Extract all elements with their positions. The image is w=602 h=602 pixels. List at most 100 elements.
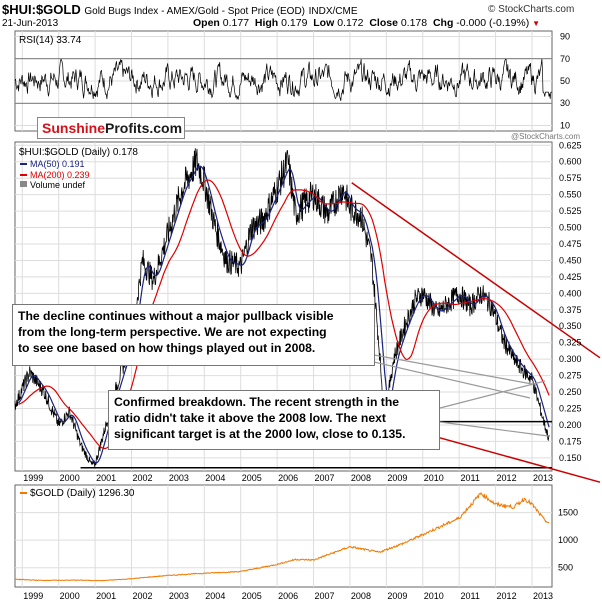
gold-tick-label: 1500 xyxy=(558,508,578,518)
main-tick-label: 0.150 xyxy=(559,453,582,463)
close-value: 0.178 xyxy=(400,17,428,29)
ma200-line xyxy=(18,179,550,450)
open-label: Open xyxy=(193,17,220,29)
x-tick-label: 2006 xyxy=(278,473,298,483)
x-tick-label: 1999 xyxy=(23,473,43,483)
main-tick-label: 0.300 xyxy=(559,354,582,364)
x-tick-label: 2008 xyxy=(351,473,371,483)
x-tick-label: 2002 xyxy=(132,591,152,601)
x-tick-label: 2011 xyxy=(460,591,479,601)
ma50-line xyxy=(18,165,550,464)
header-description: Gold Bugs Index - AMEX/Gold - Spot Price… xyxy=(84,6,305,17)
low-label: Low xyxy=(313,17,335,29)
x-tick-label: 2001 xyxy=(96,591,116,601)
stockcharts-watermark: @StockCharts.com xyxy=(511,132,581,141)
annotation-box-decline: The decline continues without a major pu… xyxy=(12,304,375,366)
gold-price-line xyxy=(14,491,550,582)
x-tick-label: 2008 xyxy=(351,591,371,601)
x-tick-label: 2013 xyxy=(533,473,553,483)
main-tick-label: 0.500 xyxy=(559,223,582,233)
main-tick-label: 0.225 xyxy=(559,403,582,413)
x-tick-label: 2002 xyxy=(132,473,152,483)
main-tick-label: 0.425 xyxy=(559,272,582,282)
main-tick-label: 0.350 xyxy=(559,321,582,331)
chg-label: Chg xyxy=(432,17,454,29)
high-value: 0.179 xyxy=(281,17,308,29)
x-tick-label: 2004 xyxy=(205,473,225,483)
logo-left: Sunshine xyxy=(42,120,106,136)
annotation-line: from the long-term perspective. We are n… xyxy=(18,325,327,339)
x-tick-label: 2010 xyxy=(424,473,444,483)
gold-tick-label: 1000 xyxy=(558,535,578,545)
annotation-line: The decline continues without a major pu… xyxy=(18,309,334,323)
rsi-tick-label: 10 xyxy=(560,120,570,130)
annotation-line: to see one based on how things played ou… xyxy=(18,341,316,355)
annotation-line: significant target is at the 2000 low, c… xyxy=(114,427,406,441)
down-arrow-icon: ▼ xyxy=(532,19,541,28)
main-tick-label: 0.525 xyxy=(559,206,582,216)
ohlc-readout: Open 0.177 High 0.179 Low 0.172 Close 0.… xyxy=(193,17,540,29)
x-tick-label: 2004 xyxy=(205,591,225,601)
annotation-box-breakdown: Confirmed breakdown. The recent strength… xyxy=(108,390,440,450)
callout-pointer xyxy=(439,421,549,437)
main-tick-label: 0.200 xyxy=(559,420,582,430)
main-tick-label: 0.600 xyxy=(559,157,582,167)
x-tick-label: 2012 xyxy=(497,473,517,483)
gold-legend: $GOLD (Daily) 1296.30 xyxy=(30,488,135,499)
main-tick-label: 0.175 xyxy=(559,436,582,446)
rsi-tick-label: 30 xyxy=(560,98,570,108)
x-tick-label: 2011 xyxy=(460,473,479,483)
main-tick-label: 0.250 xyxy=(559,387,582,397)
x-tick-label: 2000 xyxy=(60,473,80,483)
main-tick-label: 0.475 xyxy=(559,239,582,249)
x-tick-label: 2013 xyxy=(533,591,553,601)
x-tick-label: 2010 xyxy=(424,591,444,601)
gold-panel-frame xyxy=(14,484,553,588)
main-tick-label: 0.450 xyxy=(559,255,582,265)
gold-tick-label: 500 xyxy=(558,563,573,573)
header-exchange: INDX/CME xyxy=(308,6,358,17)
x-tick-label: 2009 xyxy=(387,473,407,483)
x-tick-label: 2000 xyxy=(60,591,80,601)
trend-channel-upper xyxy=(351,182,601,359)
x-tick-label: 2003 xyxy=(169,473,189,483)
chart-header: $HUI:$GOLD Gold Bugs Index - AMEX/Gold -… xyxy=(2,2,358,17)
rsi-line xyxy=(14,58,552,101)
ma50-legend: MA(50) 0.191 xyxy=(30,159,85,169)
rsi-legend: RSI(14) 33.74 xyxy=(19,35,82,46)
header-date: 21-Jun-2013 xyxy=(2,18,59,29)
chg-value: -0.000 (-0.19%) xyxy=(456,17,530,29)
high-label: High xyxy=(254,17,279,29)
main-tick-label: 0.625 xyxy=(559,140,582,150)
x-tick-label: 2001 xyxy=(96,473,116,483)
main-tick-label: 0.325 xyxy=(559,338,582,348)
rsi-tick-label: 90 xyxy=(560,32,570,42)
close-label: Close xyxy=(369,17,398,29)
x-tick-label: 2009 xyxy=(387,591,407,601)
x-tick-label: 1999 xyxy=(23,591,43,601)
low-value: 0.172 xyxy=(337,17,364,29)
logo-right: Profits.com xyxy=(105,120,183,136)
x-tick-label: 2007 xyxy=(315,473,335,483)
ma200-legend: MA(200) 0.239 xyxy=(30,170,90,180)
volume-legend: Volume undef xyxy=(30,180,86,190)
annotation-line: ratio didn't take it above the 2008 low.… xyxy=(114,411,386,425)
annotation-line: Confirmed breakdown. The recent strength… xyxy=(114,395,400,409)
rsi-tick-label: 70 xyxy=(560,54,570,64)
rsi-tick-label: 50 xyxy=(560,76,570,86)
ticker-symbol: $HUI:$GOLD xyxy=(2,2,81,17)
volume-legend-swatch xyxy=(20,181,27,187)
x-tick-label: 2006 xyxy=(278,591,298,601)
main-tick-label: 0.400 xyxy=(559,288,582,298)
main-tick-label: 0.575 xyxy=(559,173,582,183)
x-tick-label: 2003 xyxy=(169,591,189,601)
sunshine-profits-logo: SunshineProfits.com xyxy=(37,117,185,139)
main-tick-label: 0.275 xyxy=(559,371,582,381)
open-value: 0.177 xyxy=(222,17,250,29)
callout-pointer xyxy=(373,354,533,385)
main-tick-label: 0.550 xyxy=(559,190,582,200)
callout-pointer xyxy=(439,380,546,409)
main-legend: $HUI:$GOLD (Daily) 0.178 xyxy=(19,147,138,158)
x-tick-label: 2005 xyxy=(242,591,262,601)
